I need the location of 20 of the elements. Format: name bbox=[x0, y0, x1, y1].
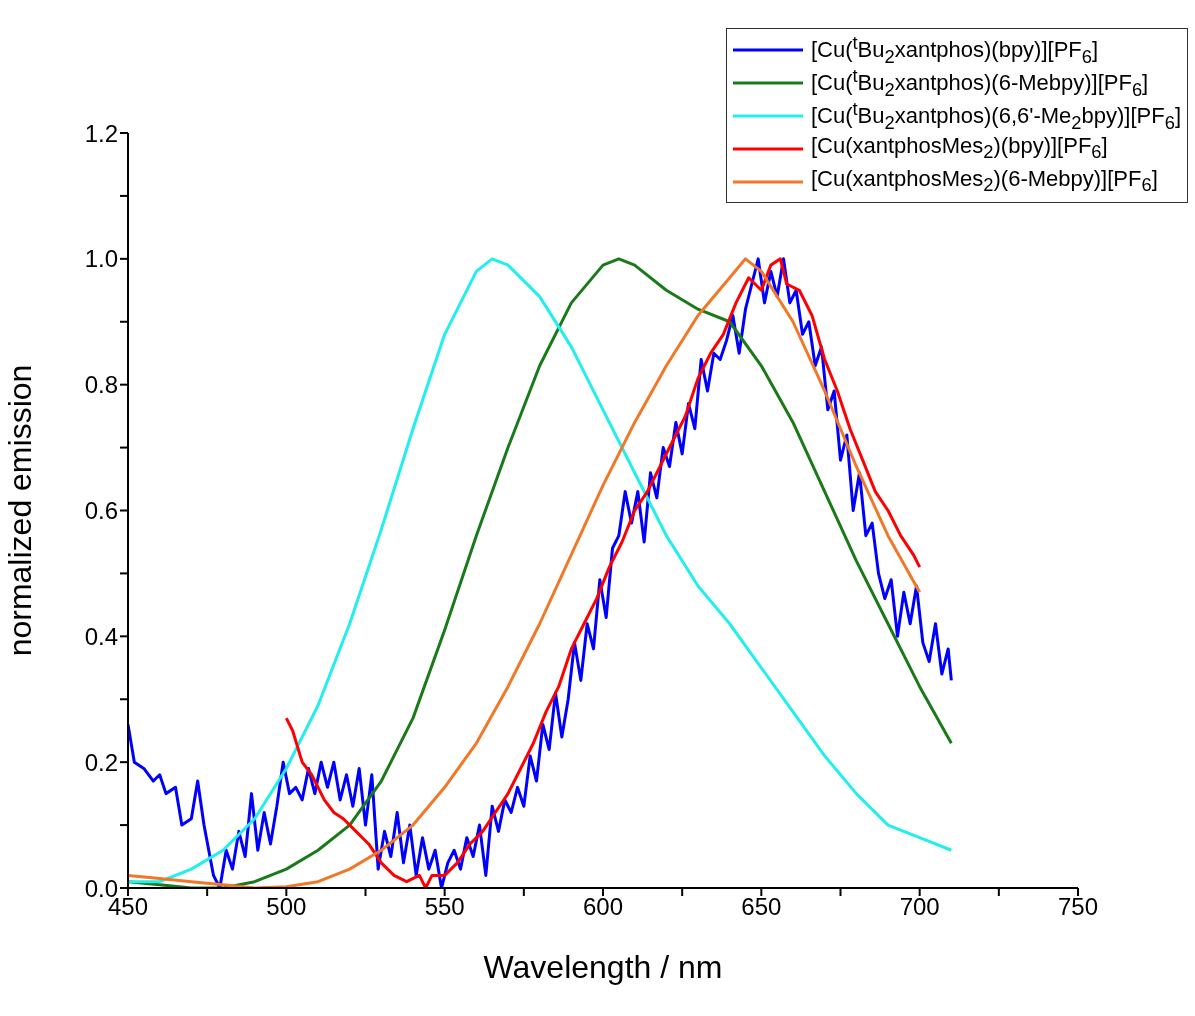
legend-label: [Cu($^{t}$Bu$_{2}$xantphos)(bpy)][PF$_{6}$] bbox=[810, 31, 1099, 67]
legend-label: [Cu(xantphosMes$_{2}$)(6-Mebpy)][PF$_{6}$] bbox=[810, 166, 1158, 197]
y-axis-title: normalized emission bbox=[2, 364, 39, 657]
x-tick-label: 550 bbox=[424, 893, 465, 921]
y-tick-label: 1.0 bbox=[84, 245, 118, 273]
legend-label: [Cu(xantphosMes$_{2}$)(bpy)][PF$_{6}$] bbox=[810, 133, 1108, 164]
x-tick-label: 500 bbox=[266, 893, 307, 921]
y-tick-label: 1.2 bbox=[84, 119, 118, 147]
line-series bbox=[284, 257, 922, 888]
legend-label: [Cu($^{t}$Bu$_{2}$xantphos)(6-Mebpy)][PF$_{6}$] bbox=[810, 64, 1149, 100]
x-tick-label: 750 bbox=[1057, 893, 1099, 921]
y-tick-label: 0.8 bbox=[84, 371, 118, 399]
y-tick-label: 0.4 bbox=[84, 622, 118, 650]
x-tick-label: 700 bbox=[899, 893, 940, 921]
x-tick-label: 600 bbox=[582, 893, 624, 921]
text: [Cu($^{t}$Bu$_{2}$xantphos)(6,6'-Me$_{2}$bpy)][PF$_{6}$] bbox=[810, 97, 1181, 133]
x-tick-label: 650 bbox=[741, 893, 782, 921]
x-axis-title: Wavelength / nm bbox=[483, 949, 723, 985]
y-tick-label: 0.2 bbox=[84, 748, 118, 776]
y-tick-label: 0.6 bbox=[84, 497, 118, 525]
